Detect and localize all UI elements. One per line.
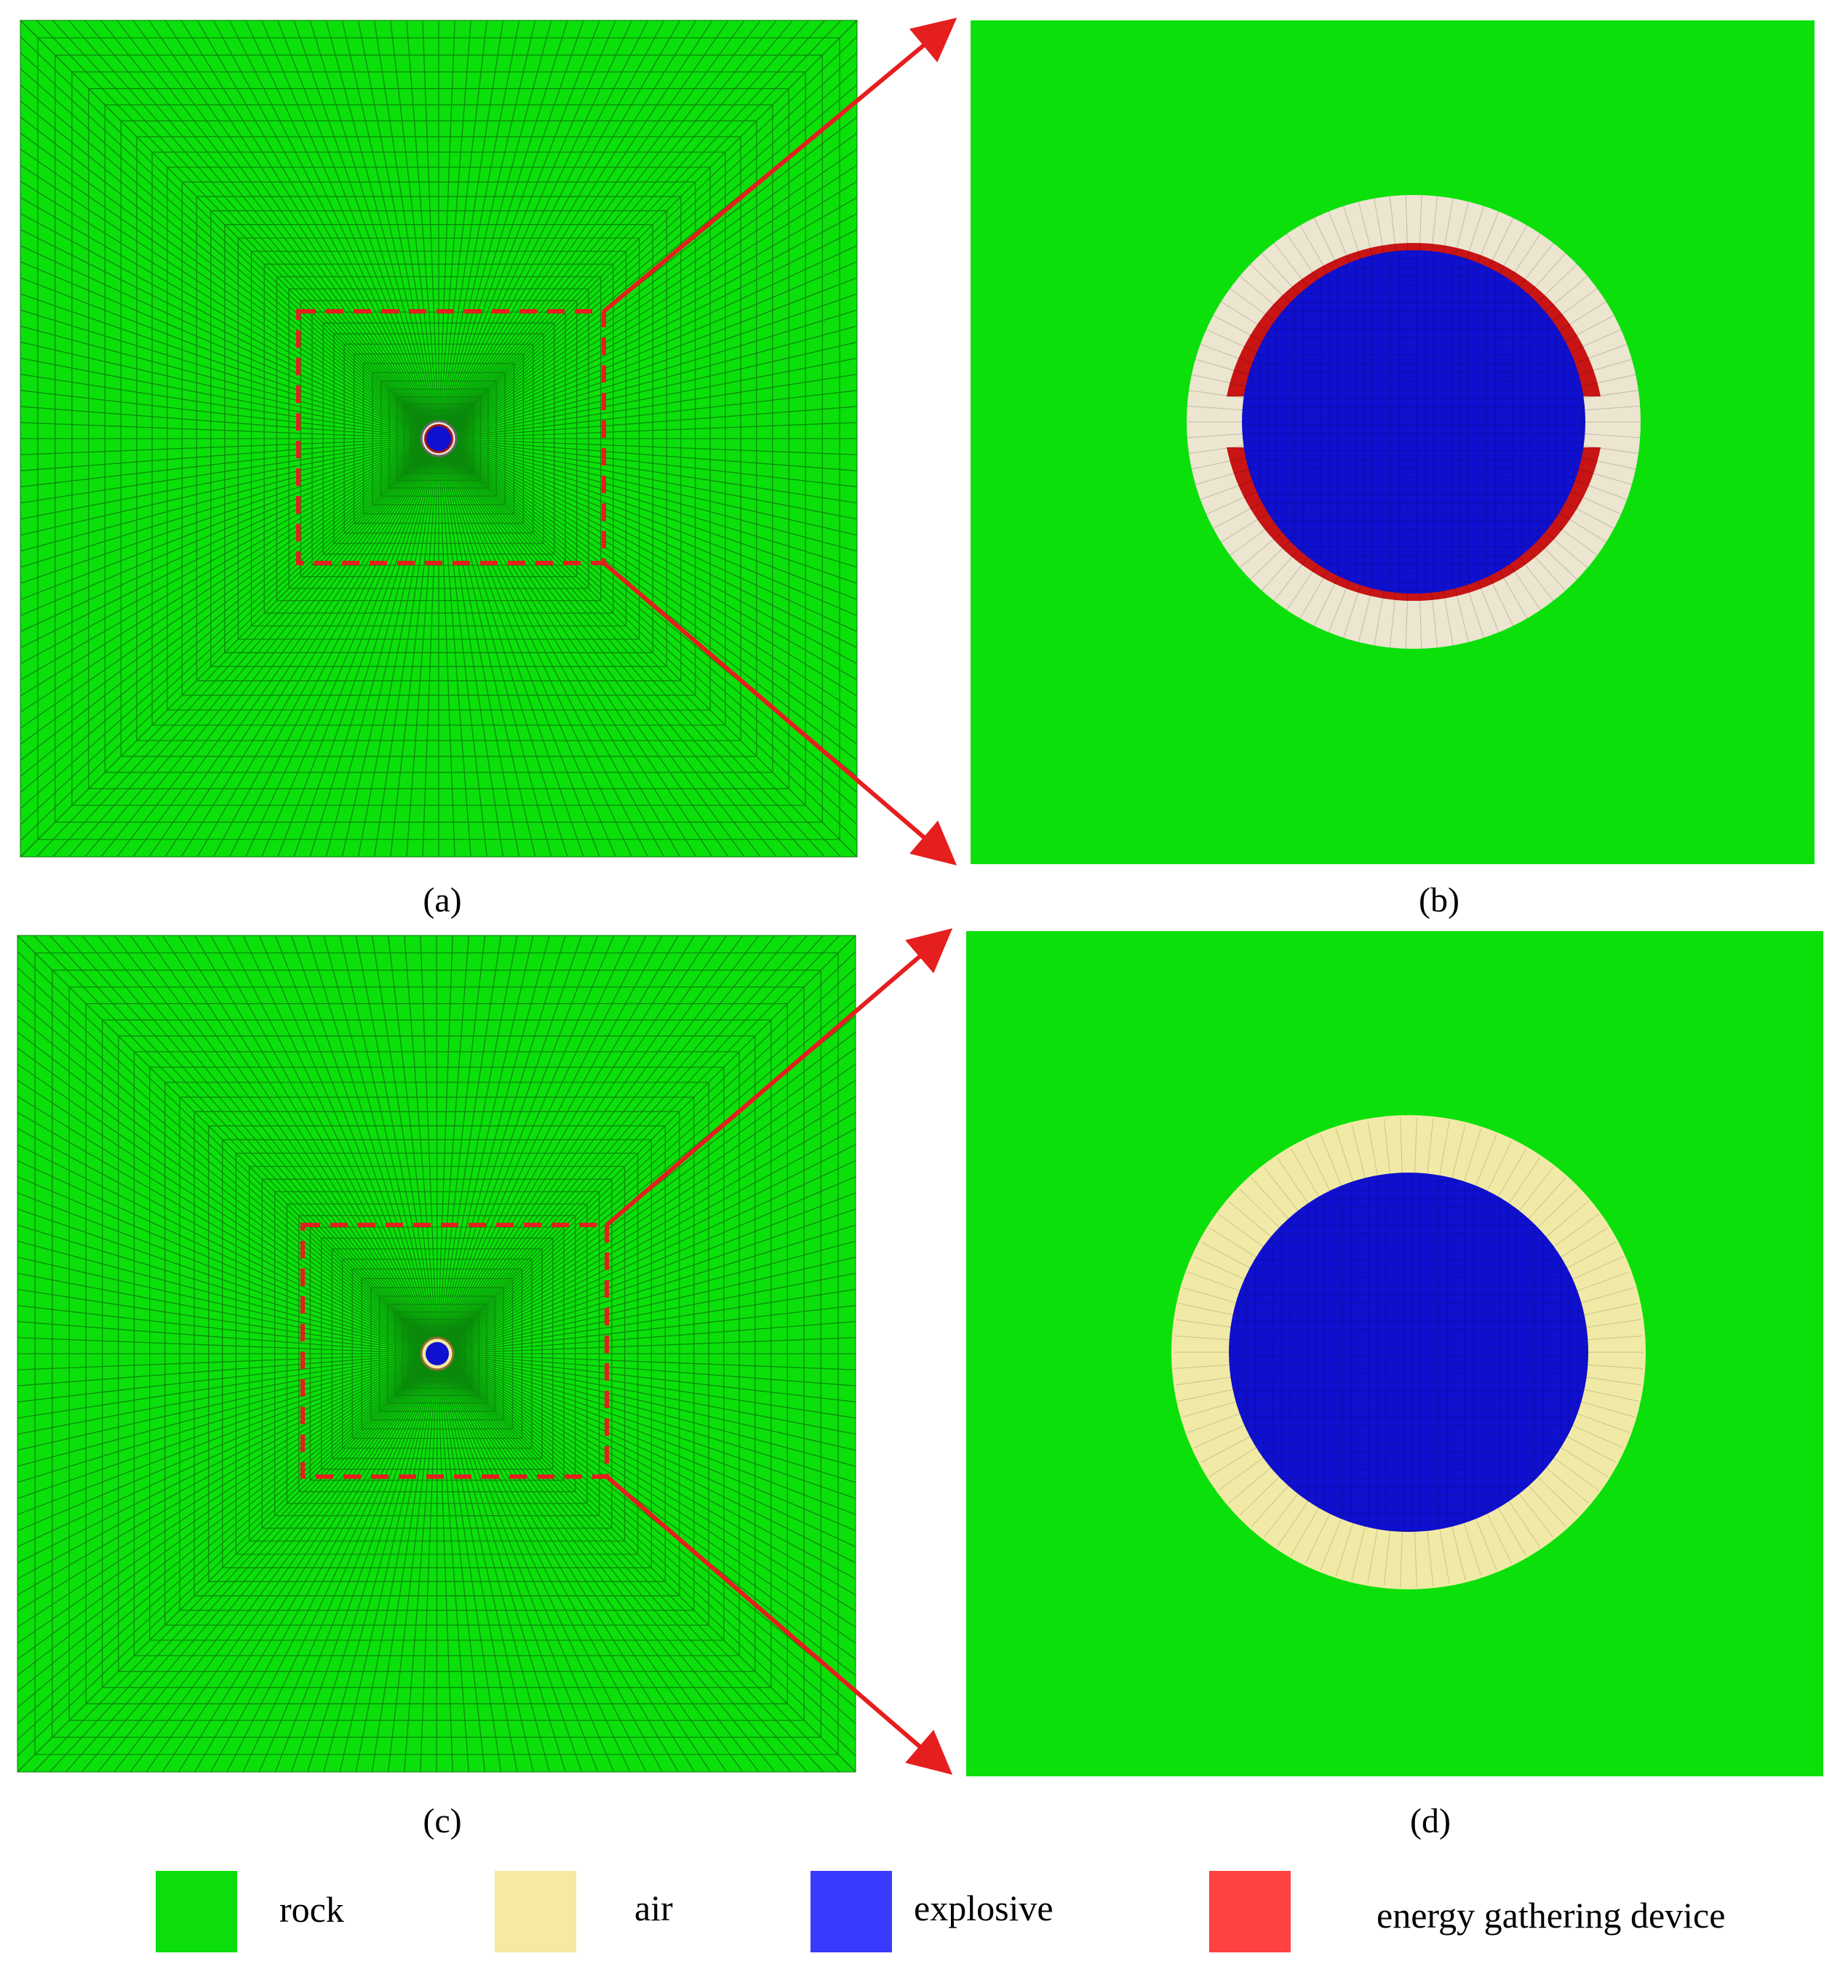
panel-c [17,935,856,1773]
legend-swatch-energy-gathering-device [1209,1871,1291,1952]
caption-b: (b) [1419,881,1459,919]
explosive-core [1242,250,1585,594]
legend-swatch-air [495,1871,576,1952]
legend-swatch-rock [156,1871,237,1952]
legend-label-energy-gathering-device: energy gathering device [1377,1895,1726,1936]
explosive-core [1229,1173,1588,1532]
mesh-grid [17,935,856,1773]
caption-a: (a) [423,881,462,919]
borehole-charge [420,1336,455,1371]
legend-label-air: air [634,1888,673,1928]
panel-b [971,20,1815,864]
element-grid [1187,195,1641,649]
zoom-region-box [300,1223,609,1479]
callout-arrows-cd [605,928,953,1775]
legend-label-explosive: explosive [914,1888,1054,1928]
panel-d [966,931,1823,1776]
callout-arrows-ab [602,17,957,866]
element-grid [1174,1117,1644,1587]
legend-label-rock: rock [279,1889,344,1930]
borehole-charge [420,420,458,458]
zoom-region-box [296,309,606,565]
caption-d: (d) [1410,1802,1451,1840]
panel-a [20,20,858,858]
legend-swatch-explosive [811,1871,892,1952]
caption-c: (c) [423,1802,462,1840]
mesh-grid [20,20,858,858]
